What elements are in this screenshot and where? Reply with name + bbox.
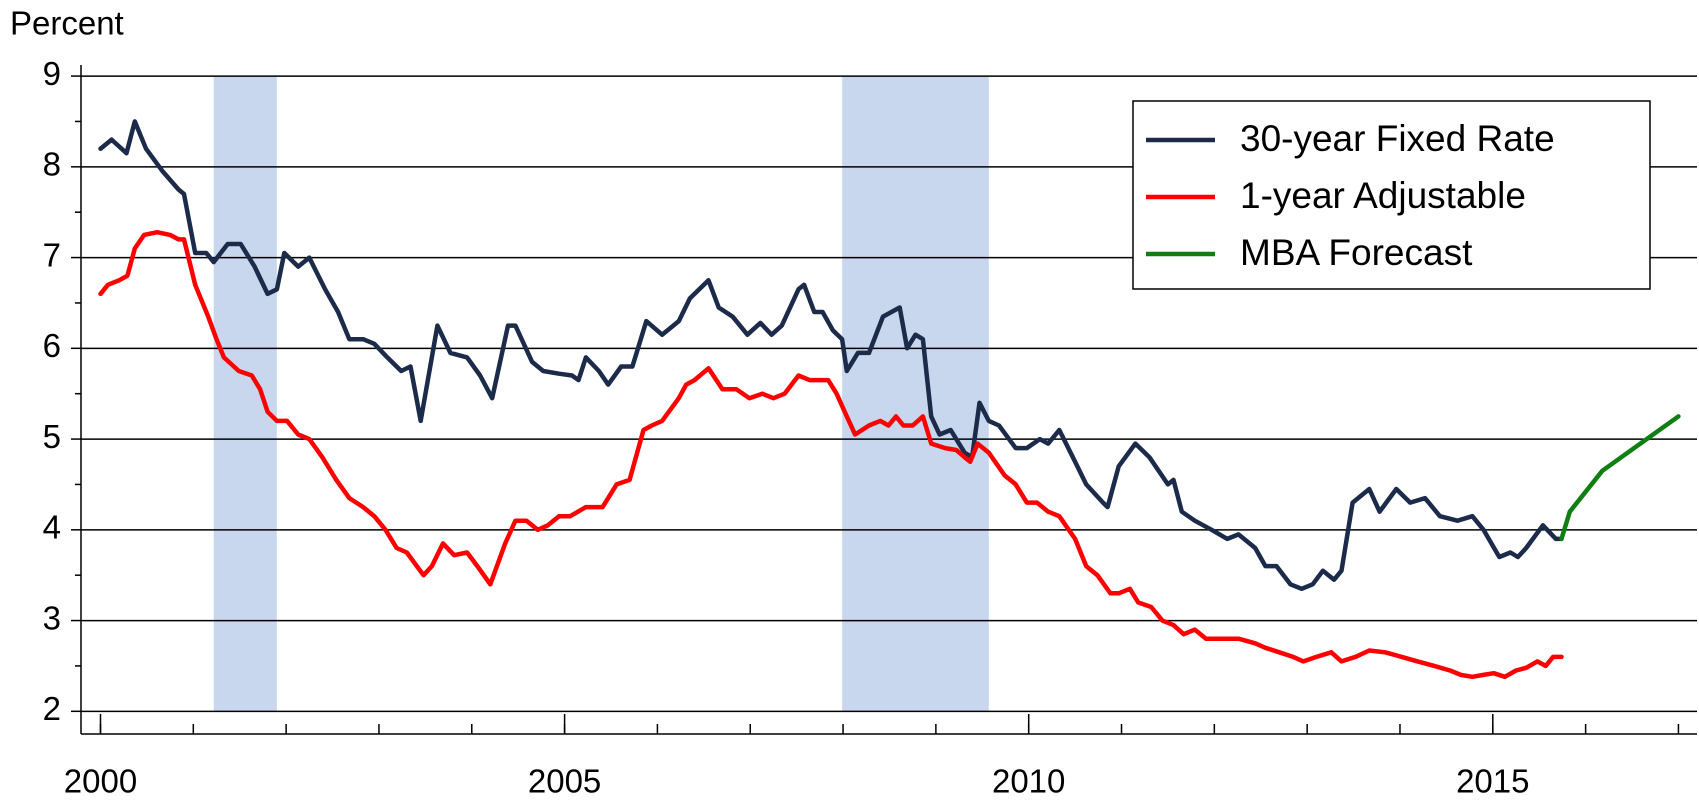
y-tick-label: 9 xyxy=(43,55,61,92)
x-tick-label: 2000 xyxy=(64,763,137,800)
series-line xyxy=(1559,414,1681,542)
legend: 30-year Fixed Rate 1-year Adjustable MBA F… xyxy=(1132,100,1651,290)
x-tick-label: 2015 xyxy=(1456,763,1529,800)
legend-label: MBA Forecast xyxy=(1240,232,1473,273)
y-tick-label: 2 xyxy=(43,690,61,727)
y-tick-label: 4 xyxy=(43,509,61,546)
y-tick-label: 5 xyxy=(43,418,61,455)
y-tick-label: 3 xyxy=(43,599,61,636)
y-axis-label: Percent xyxy=(10,5,124,42)
recession-band xyxy=(842,76,989,712)
legend-box xyxy=(1132,100,1651,290)
x-tick-label: 2005 xyxy=(528,763,601,800)
y-tick-label: 8 xyxy=(43,146,61,183)
series-line xyxy=(98,229,1564,680)
x-tick-label: 2010 xyxy=(992,763,1065,800)
series-line xyxy=(98,119,1564,592)
recession-band xyxy=(213,76,277,712)
y-tick-label: 6 xyxy=(43,327,61,364)
legend-label: 30-year Fixed Rate xyxy=(1240,118,1555,159)
y-tick-label: 7 xyxy=(43,236,61,273)
legend-label: 1-year Adjustable xyxy=(1240,175,1526,216)
